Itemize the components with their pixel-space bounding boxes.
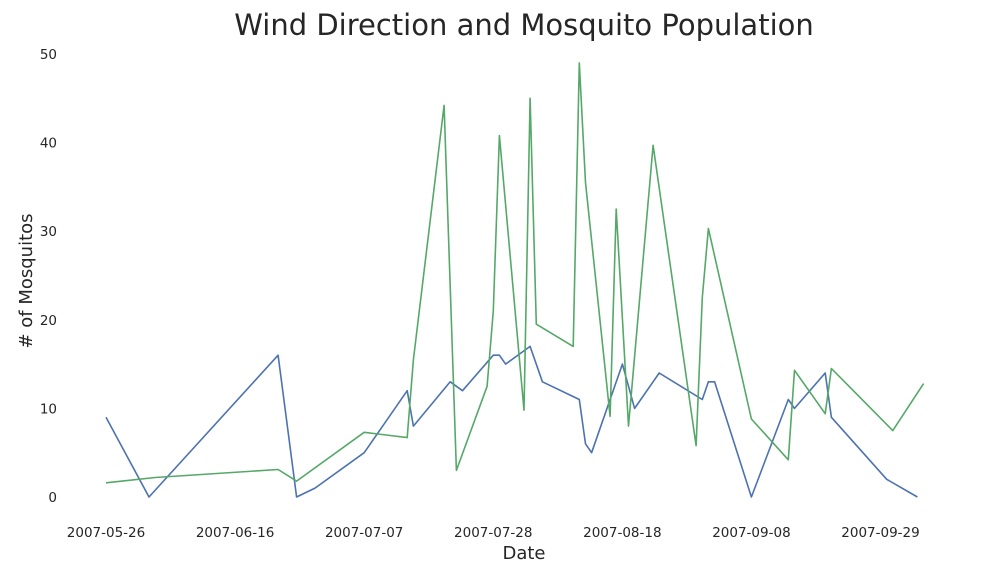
y-tick-label: 30 (40, 224, 57, 240)
x-axis-ticks: 2007-05-26 2007-06-16 2007-07-07 2007-07-28… (67, 525, 920, 541)
y-tick-label: 0 (48, 490, 57, 506)
series-layer (105, 62, 925, 498)
x-tick-label: 2007-07-07 (325, 525, 403, 541)
x-tick-label: 2007-09-08 (712, 525, 790, 541)
y-tick-label: 40 (40, 136, 57, 152)
y-tick-label: 10 (40, 401, 57, 417)
y-axis-label: # of Mosquitos (16, 213, 37, 348)
chart-title: Wind Direction and Mosquito Population (234, 8, 814, 42)
y-axis-ticks: 0 10 20 30 40 50 (40, 47, 57, 506)
y-tick-label: 50 (40, 47, 57, 63)
x-tick-label: 2007-05-26 (67, 525, 145, 541)
x-tick-label: 2007-09-29 (841, 525, 919, 541)
y-tick-label: 20 (40, 313, 57, 329)
x-tick-label: 2007-06-16 (196, 525, 274, 541)
x-tick-label: 2007-07-28 (454, 525, 532, 541)
series-line-2 (105, 62, 925, 484)
x-tick-label: 2007-08-18 (583, 525, 661, 541)
x-axis-label: Date (502, 543, 545, 564)
series-line-1 (105, 345, 918, 498)
